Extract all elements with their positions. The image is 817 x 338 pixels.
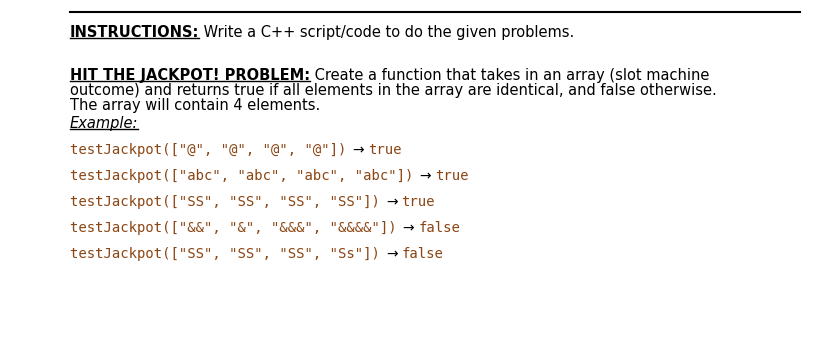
Text: false: false	[401, 247, 444, 261]
Text: The array will contain 4 elements.: The array will contain 4 elements.	[70, 98, 320, 113]
Text: outcome) and returns true if all elements in the array are identical, and false : outcome) and returns true if all element…	[70, 83, 717, 98]
Text: true: true	[435, 169, 468, 183]
Text: →: →	[386, 195, 398, 209]
Text: →: →	[419, 169, 431, 183]
Text: →: →	[352, 143, 364, 157]
Text: testJackpot(["SS", "SS", "SS", "Ss"]): testJackpot(["SS", "SS", "SS", "Ss"])	[70, 247, 380, 261]
Text: testJackpot(["abc", "abc", "abc", "abc"]): testJackpot(["abc", "abc", "abc", "abc"]…	[70, 169, 413, 183]
Text: Example:: Example:	[70, 116, 138, 131]
Text: HIT THE JACKPOT! PROBLEM:: HIT THE JACKPOT! PROBLEM:	[70, 68, 310, 83]
Text: testJackpot(["@", "@", "@", "@"]): testJackpot(["@", "@", "@", "@"])	[70, 143, 346, 157]
Text: true: true	[401, 195, 435, 209]
Text: INSTRUCTIONS:: INSTRUCTIONS:	[70, 25, 199, 40]
Text: Write a C++ script/code to do the given problems.: Write a C++ script/code to do the given …	[199, 25, 574, 40]
Text: Create a function that takes in an array (slot machine: Create a function that takes in an array…	[310, 68, 709, 83]
Text: testJackpot(["SS", "SS", "SS", "SS"]): testJackpot(["SS", "SS", "SS", "SS"])	[70, 195, 380, 209]
Text: true: true	[368, 143, 401, 157]
Text: testJackpot(["&&", "&", "&&&", "&&&&"]): testJackpot(["&&", "&", "&&&", "&&&&"])	[70, 221, 396, 235]
Text: →: →	[403, 221, 414, 235]
Text: false: false	[418, 221, 460, 235]
Text: →: →	[386, 247, 398, 261]
